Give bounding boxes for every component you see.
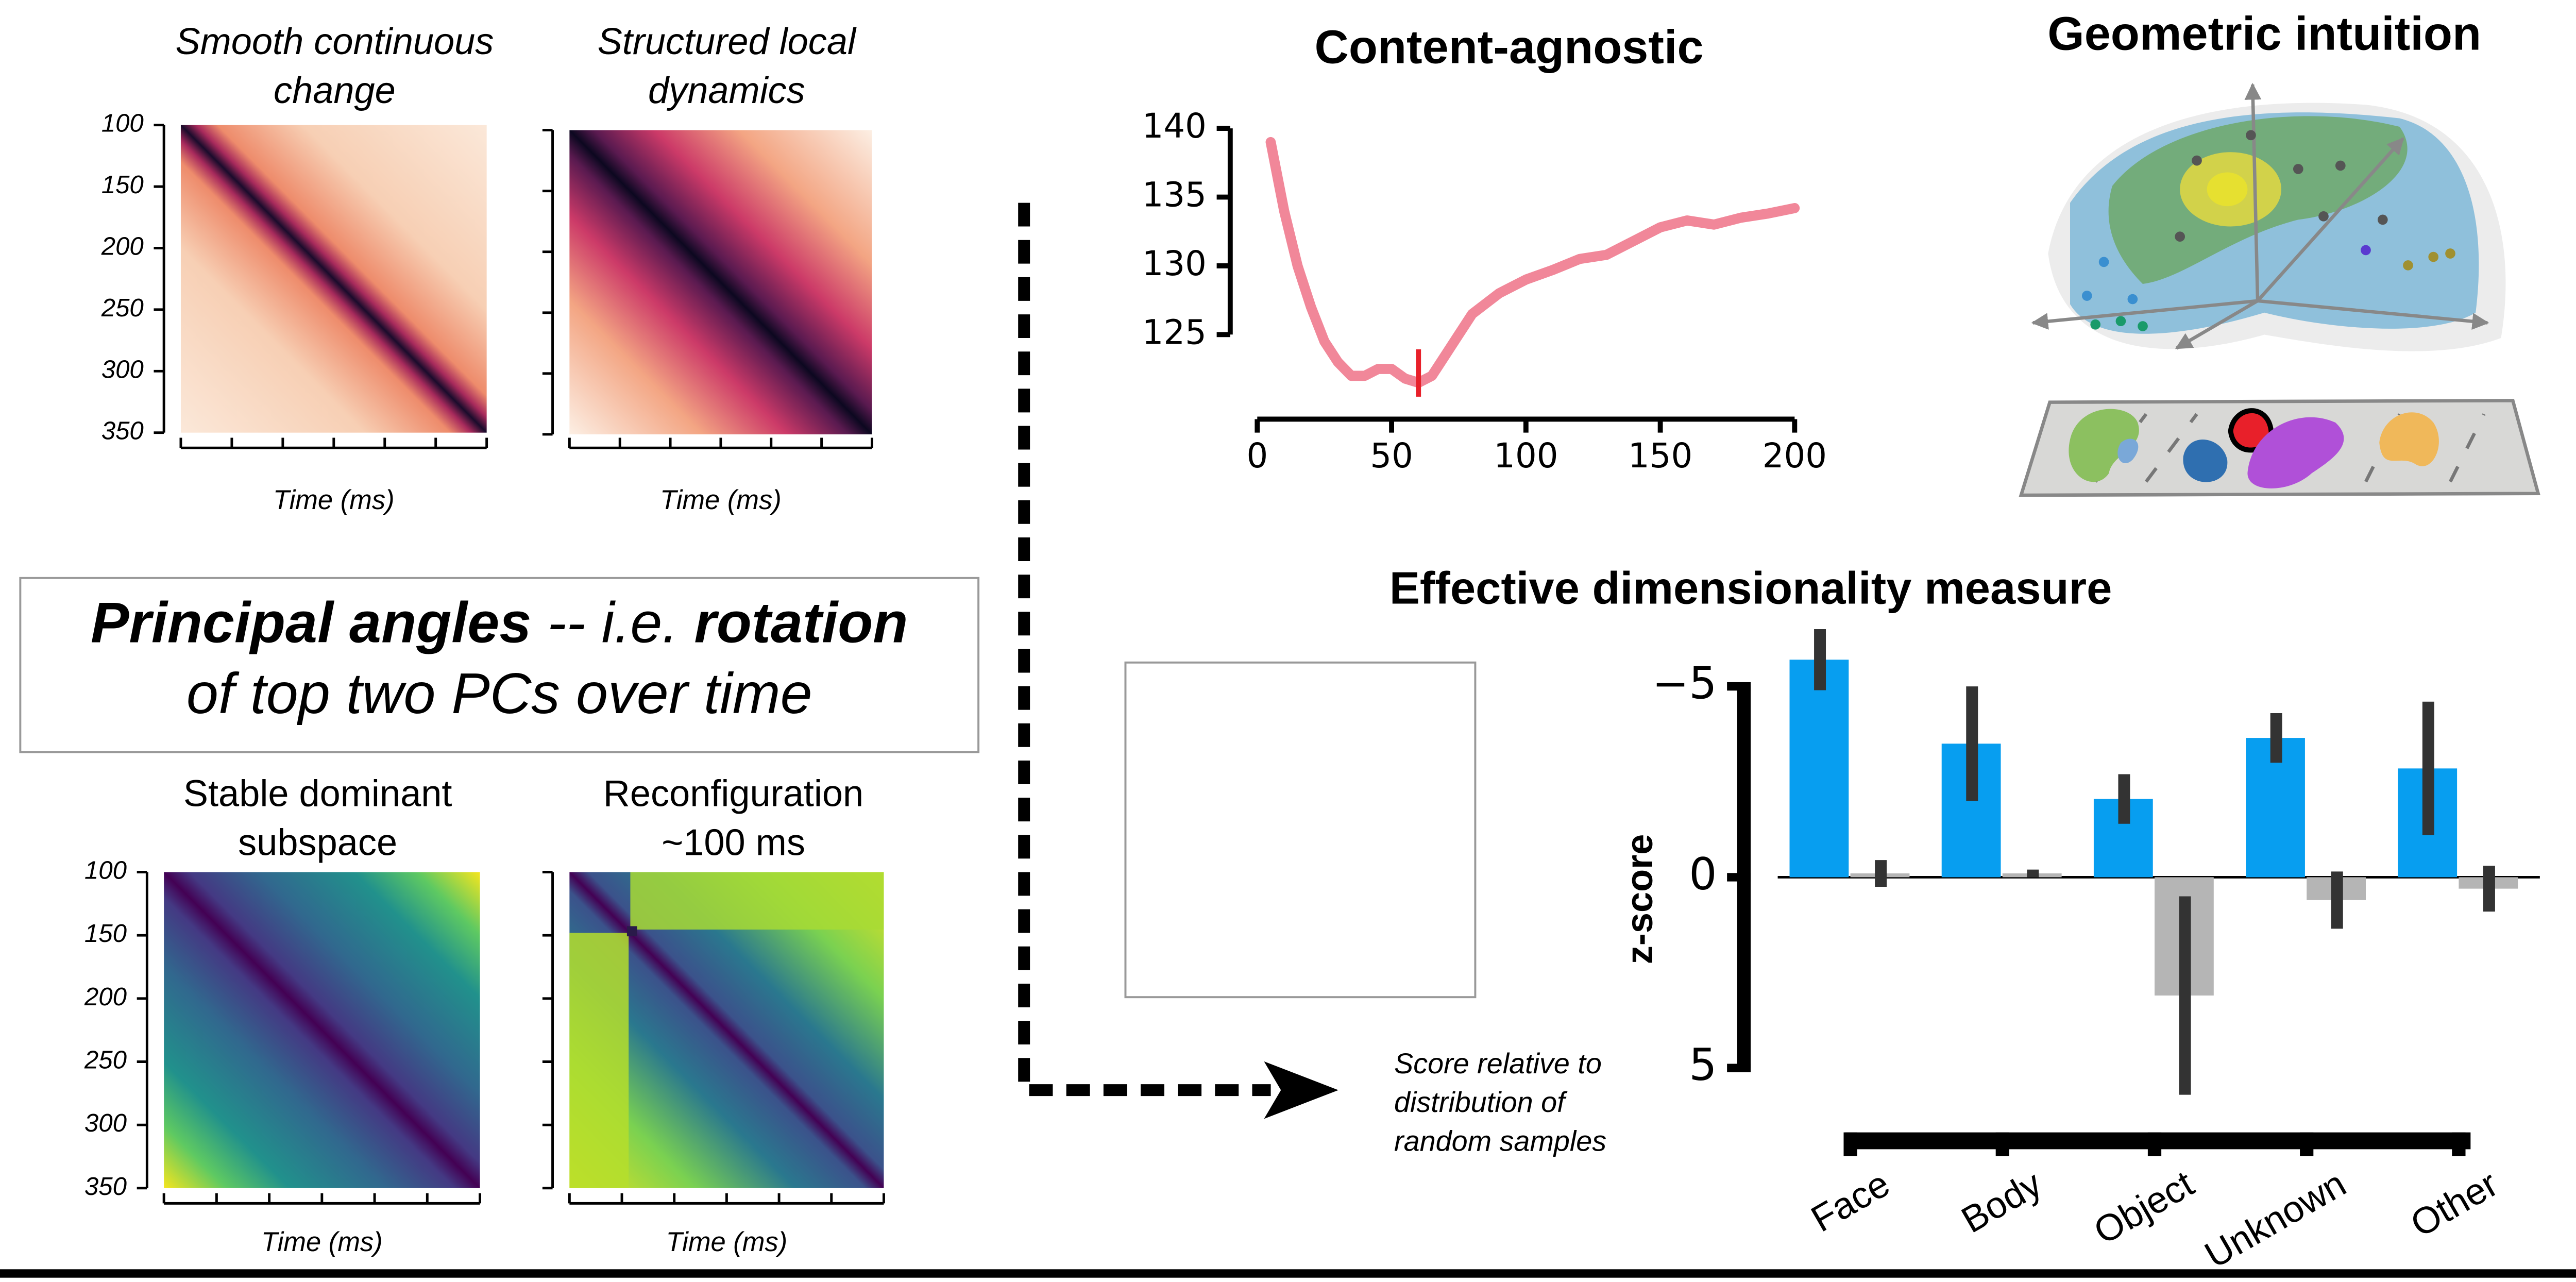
y-tick-label: 350 xyxy=(84,1172,127,1201)
chart-title: Content-agnostic xyxy=(1315,21,1704,74)
x-tick-label: Face xyxy=(1804,1163,1896,1240)
bottom-rule xyxy=(0,1269,2576,1278)
x-tick-label: 0 xyxy=(1246,436,1268,476)
caption-bold: rotation xyxy=(694,592,908,656)
x-axis-label: Time (ms) xyxy=(273,485,395,515)
y-tick-label: 0 xyxy=(1689,849,1717,900)
heatmap xyxy=(569,130,872,434)
heatmap-title: Smooth continuous change xyxy=(175,20,494,112)
y-tick-label: 300 xyxy=(101,355,144,383)
y-tick-label: 140 xyxy=(1142,107,1207,146)
y-tick-label: 135 xyxy=(1142,176,1207,215)
y-tick-label: 350 xyxy=(101,417,144,445)
heatmap-title: Structured local dynamics xyxy=(597,20,856,112)
illustration xyxy=(2019,82,2540,497)
y-tick-label: 150 xyxy=(84,919,127,948)
caption-box xyxy=(19,577,980,753)
heatmap xyxy=(180,125,487,433)
x-axis-label: Time (ms) xyxy=(261,1227,383,1257)
x-tick-label: Unknown xyxy=(2198,1163,2352,1276)
y-tick-label: 200 xyxy=(84,983,127,1011)
y-tick-label: 250 xyxy=(101,294,144,322)
y-tick-label: 100 xyxy=(101,109,144,138)
caption: Principal angles -- i.e. rotation of top … xyxy=(20,588,978,730)
y-axis-label: z-score xyxy=(1619,834,1660,965)
y-tick-label: 300 xyxy=(84,1109,127,1137)
reconfig-bands xyxy=(569,872,884,1188)
inset-box xyxy=(1124,661,1477,999)
note: Score relative to distribution of random… xyxy=(1394,1048,1607,1158)
x-tick-label: 150 xyxy=(1628,436,1692,476)
plots: 100 150 200 250 300 350 Time (ms) Time (ms) 100 1… xyxy=(84,21,2540,1276)
y-tick-label: 100 xyxy=(84,856,127,884)
caption-text: of top two PCs over time xyxy=(186,662,812,727)
illustration-title: Geometric intuition xyxy=(2047,7,2481,60)
heatmap xyxy=(164,872,480,1188)
y-tick-label: −5 xyxy=(1652,659,1717,710)
y-tick-label: 150 xyxy=(101,171,144,199)
heatmap-title: Reconfiguration ~100 ms xyxy=(603,772,864,864)
x-tick-label: Body xyxy=(1955,1163,2048,1241)
caption-bold: Principal angles xyxy=(91,592,532,656)
x-axis-label: Time (ms) xyxy=(660,485,782,515)
dashed-arrow xyxy=(1018,203,1338,1119)
x-tick-label: 200 xyxy=(1762,436,1827,476)
y-tick-label: 5 xyxy=(1689,1040,1717,1091)
x-tick-label: Object xyxy=(2087,1163,2201,1253)
x-axis-label: Time (ms) xyxy=(666,1227,788,1257)
heatmap-title: Stable dominant subspace xyxy=(183,772,452,864)
y-tick-label: 250 xyxy=(84,1045,127,1074)
x-tick-label: 50 xyxy=(1370,436,1413,476)
bar xyxy=(1789,660,1849,878)
line xyxy=(1265,137,1800,388)
y-tick-label: 130 xyxy=(1142,244,1207,283)
y-tick-label: 200 xyxy=(101,232,144,261)
x-tick-label: 100 xyxy=(1494,436,1558,476)
y-tick-label: 125 xyxy=(1142,313,1207,352)
x-tick-label: Other xyxy=(2404,1163,2505,1245)
chart-title: Effective dimensionality measure xyxy=(1389,562,2112,613)
caption-text: -- i.e. xyxy=(531,592,694,656)
